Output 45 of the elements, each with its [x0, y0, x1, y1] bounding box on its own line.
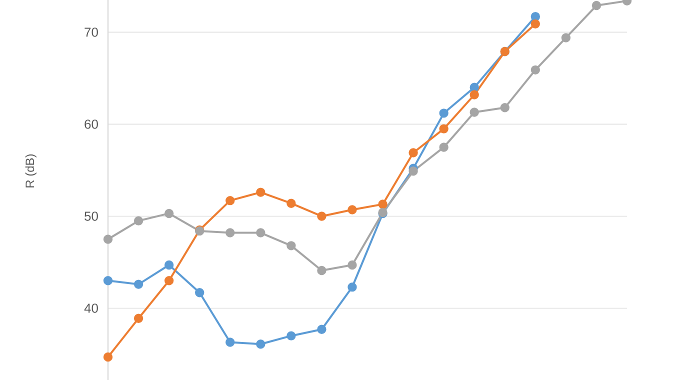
point: [348, 260, 357, 270]
point: [530, 12, 540, 22]
point: [256, 340, 266, 349]
point: [134, 216, 144, 226]
point: [470, 90, 479, 100]
point: [470, 108, 479, 117]
point: [530, 19, 540, 29]
point: [103, 352, 113, 362]
point: [439, 124, 448, 134]
point: [226, 338, 235, 347]
y-axis-title: R (dB): [25, 154, 36, 188]
point: [164, 260, 174, 270]
point: [286, 241, 296, 250]
point: [530, 65, 540, 75]
point: [378, 200, 388, 209]
point: [317, 324, 326, 334]
point: [164, 208, 174, 218]
point: [164, 276, 174, 286]
y-tick-label: 50: [84, 212, 98, 221]
point: [317, 212, 326, 221]
point: [592, 0, 602, 10]
y-tick-label: 60: [84, 120, 98, 129]
point: [103, 276, 113, 286]
y-tick-label: 40: [84, 304, 98, 313]
point: [286, 331, 296, 340]
y-tick-label: 70: [84, 28, 98, 37]
point: [439, 108, 448, 118]
point: [256, 188, 266, 197]
point: [348, 205, 357, 214]
point: [256, 228, 266, 238]
point: [134, 314, 144, 323]
point: [439, 142, 448, 152]
point: [408, 148, 418, 158]
point: [317, 266, 326, 276]
point: [470, 82, 479, 92]
point: [103, 234, 113, 244]
point: [286, 198, 296, 208]
point: [500, 103, 510, 112]
point: [561, 33, 571, 42]
point: [134, 280, 144, 289]
point: [408, 166, 418, 176]
point: [348, 282, 357, 292]
point: [194, 288, 204, 298]
point: [226, 196, 235, 206]
point: [226, 228, 235, 238]
